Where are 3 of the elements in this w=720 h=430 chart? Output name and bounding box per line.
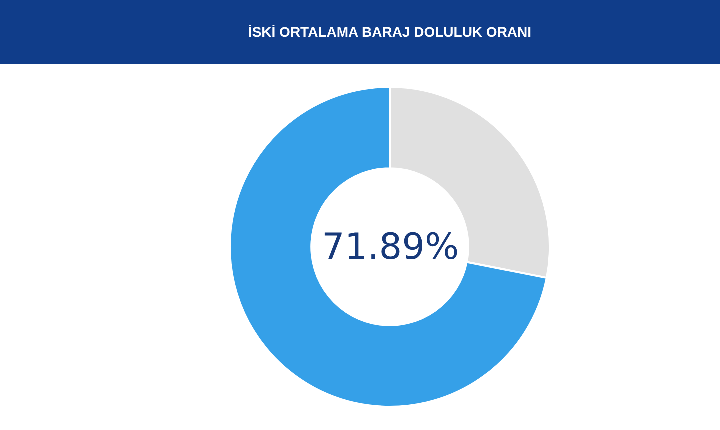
text: 71.89%: [322, 227, 460, 268]
chart-title: İSKİ ORTALAMA BARAJ DOLULUK ORANI: [248, 24, 532, 40]
donut-slice: [229, 86, 548, 408]
